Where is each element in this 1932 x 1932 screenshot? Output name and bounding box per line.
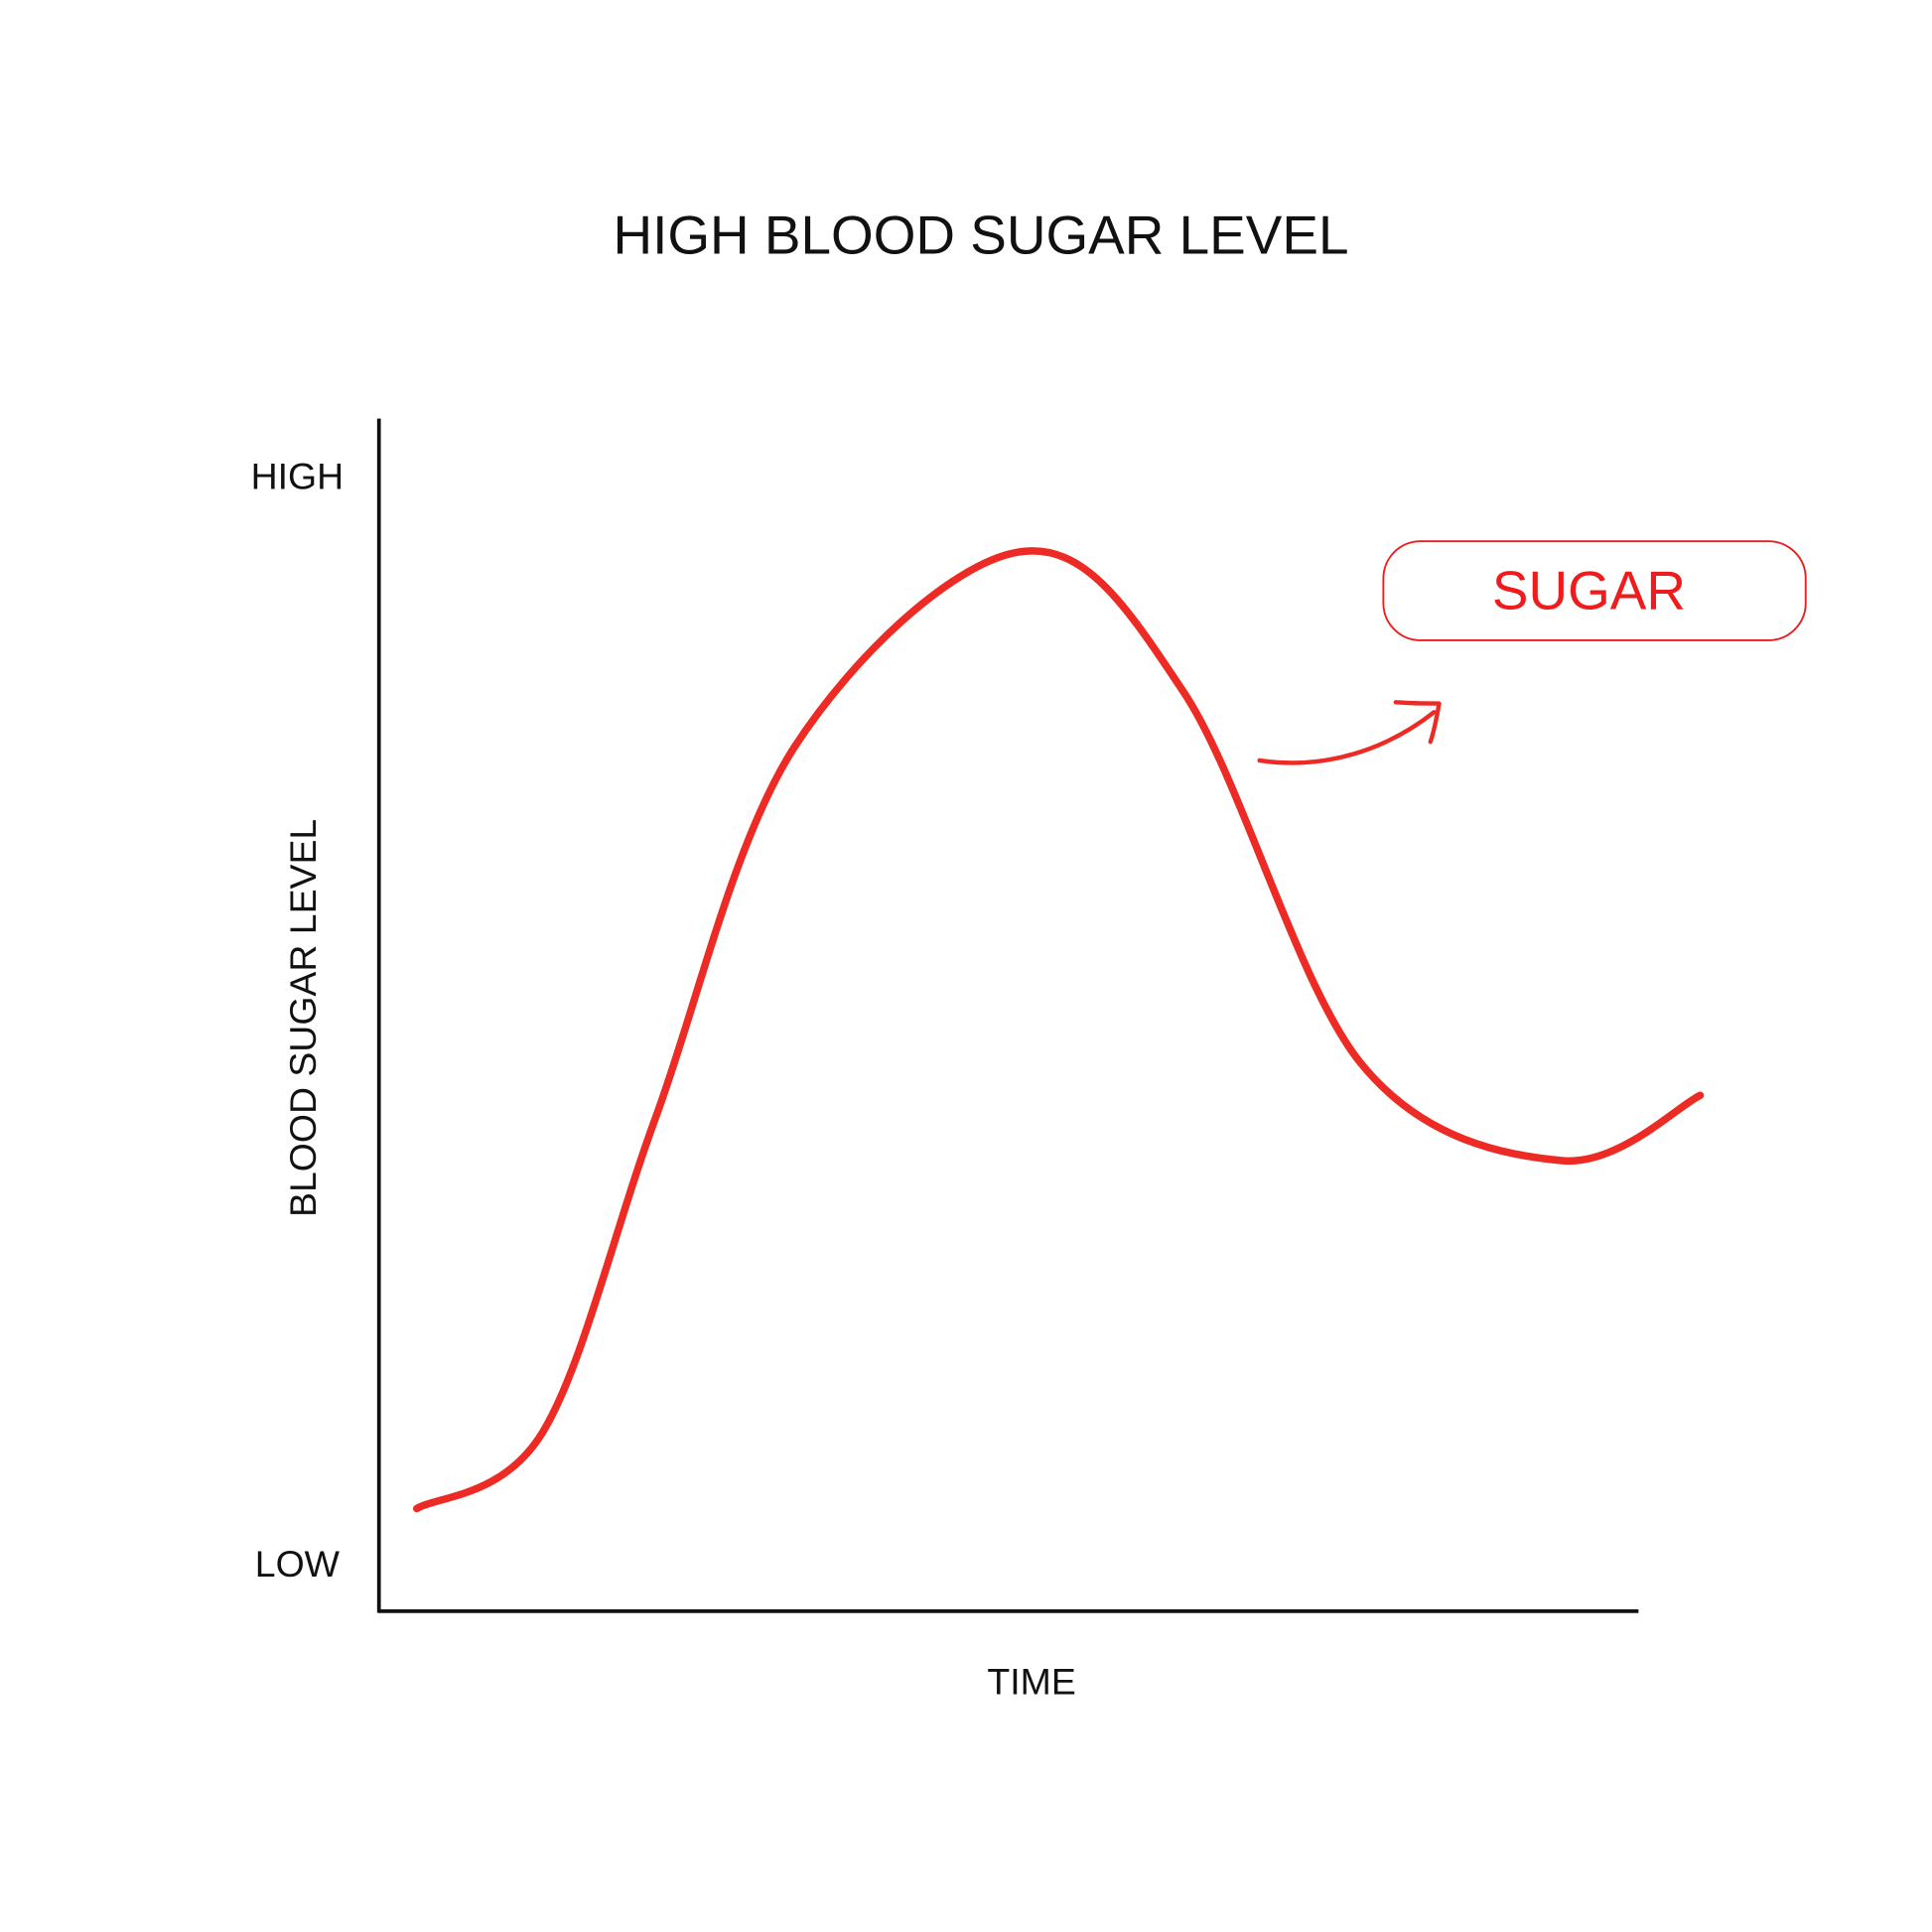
y-tick-high: HIGH (251, 456, 345, 497)
series-line-sugar (412, 547, 1705, 1513)
chart-title: HIGH BLOOD SUGAR LEVEL (613, 205, 1348, 266)
x-axis-label: TIME (987, 1660, 1075, 1702)
y-axis-label: BLOOD SUGAR LEVEL (282, 819, 324, 1217)
arrow-icon (1257, 710, 1437, 765)
legend-label-sugar: SUGAR (1492, 560, 1686, 621)
legend-box (1382, 540, 1807, 641)
arrow-head-icon (1393, 700, 1442, 745)
y-tick-low: LOW (255, 1543, 341, 1585)
